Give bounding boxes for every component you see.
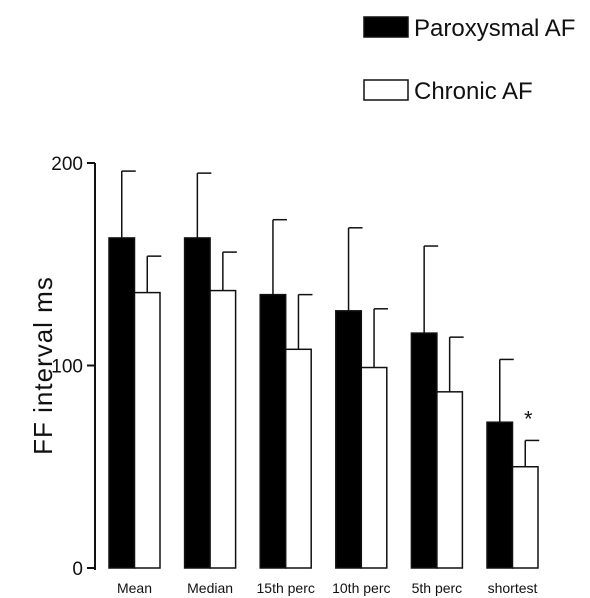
legend: Paroxysmal AF Chronic AF <box>363 15 575 105</box>
y-tick-label: 200 <box>51 154 83 175</box>
bars <box>108 170 540 569</box>
bar-chronic <box>133 291 161 569</box>
x-tick-label: Mean <box>117 580 152 596</box>
y-axis-label: FF interval ms <box>28 276 58 455</box>
legend-swatch-paroxysmal <box>363 16 409 38</box>
legend-label: Paroxysmal AF <box>414 15 575 42</box>
bar-chronic <box>209 289 237 569</box>
y-tick-label: 0 <box>72 559 83 580</box>
bar-chronic <box>360 366 388 569</box>
x-tick-label: shortest <box>488 580 538 596</box>
bar-paroxysmal <box>410 332 438 569</box>
bar-paroxysmal <box>183 237 211 569</box>
labels: Mean Median 15th perc 10th perc 5th perc shor… <box>117 406 538 596</box>
bar-chronic <box>511 466 539 569</box>
significance-marker: * <box>524 406 533 431</box>
y-tick-label: 100 <box>51 357 83 378</box>
x-tick-label: 15th perc <box>257 580 315 596</box>
bar-paroxysmal <box>259 293 287 569</box>
x-tick-label: 10th perc <box>332 580 390 596</box>
x-tick-label: Median <box>187 580 233 596</box>
legend-label: Chronic AF <box>414 78 533 105</box>
axes: 0 100 200 FF interval ms <box>28 154 96 580</box>
legend-swatch-chronic <box>363 79 409 101</box>
bar-paroxysmal <box>335 310 363 569</box>
bar-paroxysmal <box>486 421 514 569</box>
bar-chronic <box>436 391 464 569</box>
bar-chronic <box>284 348 312 569</box>
x-tick-label: 5th perc <box>412 580 463 596</box>
bar-paroxysmal <box>108 237 136 569</box>
